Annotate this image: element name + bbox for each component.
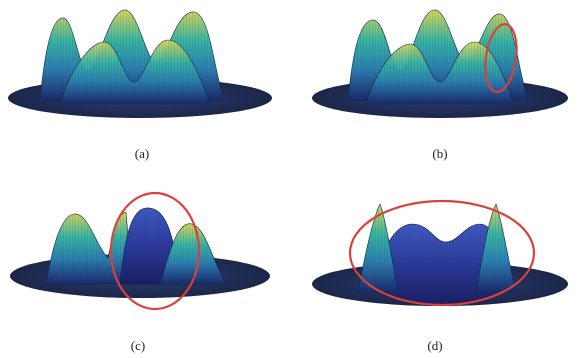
caption-b: (b) [432,146,448,161]
panel-d [300,180,577,320]
surface-plot-a [8,9,272,118]
surface-plot-b [312,9,568,118]
panel-b [300,0,577,140]
panel-c [0,180,288,320]
highlight-ring [348,199,536,307]
surface-plot-d [312,199,568,307]
panel-a [0,0,288,140]
highlight-ring [109,191,201,311]
highlight-ring [484,23,518,93]
caption-d: (d) [427,338,443,353]
caption-c: (c) [130,338,146,353]
surface-plot-c [10,191,270,311]
caption-a: (a) [134,146,150,161]
